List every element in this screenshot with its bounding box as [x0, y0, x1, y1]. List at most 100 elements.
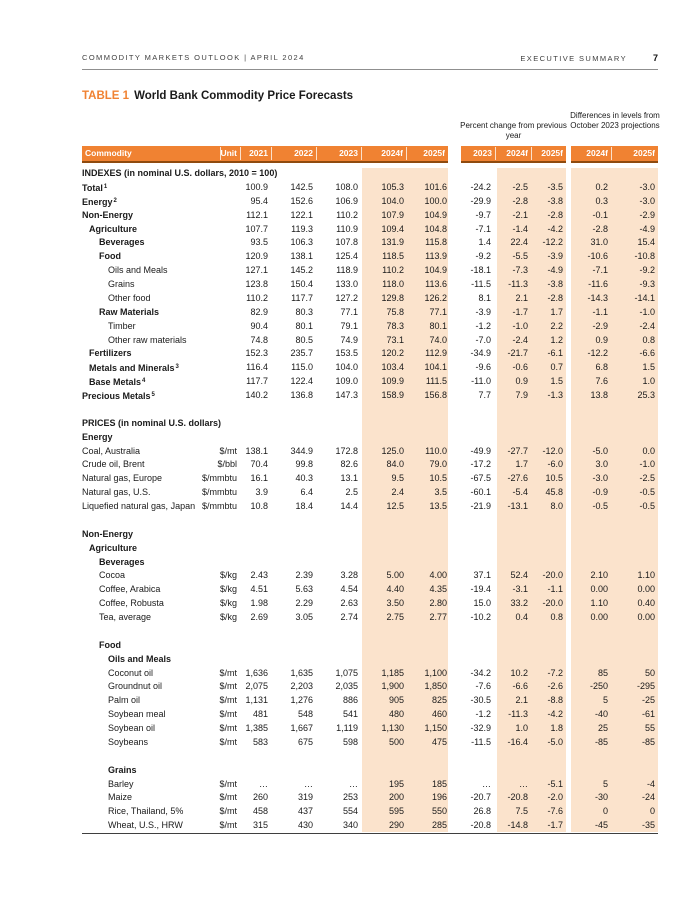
header-separator	[361, 147, 362, 160]
cell-y2024f: 3.50	[386, 598, 404, 609]
cell-pct2025f: -2.0	[547, 792, 563, 803]
section-row: Food	[82, 639, 658, 653]
cell-y2023: 110.2	[336, 209, 358, 220]
cell-y2024f: 104.0	[381, 195, 404, 206]
cell-pct2024f: -27.7	[507, 445, 528, 456]
cell-pct2023: -9.6	[475, 362, 491, 373]
cell-y2022: …	[304, 778, 313, 789]
cell-y2025f: 1,150	[424, 723, 447, 733]
cell-y2025f: 110.0	[425, 445, 447, 456]
cell-pct2025f: -20.0	[542, 598, 563, 609]
table-row: Barley $/mt … … … 195 185 … … -5.1 5 -4	[82, 778, 658, 792]
row-label: Grains	[108, 764, 137, 775]
cell-diff2024f: 2.10	[590, 570, 608, 581]
cell-pct2023: -11.5	[471, 736, 491, 747]
table-row: Grains 123.8 150.4 133.0 118.0 113.6 -11.5 -11.…	[82, 278, 658, 292]
cell-pct2024f: -16.4	[507, 736, 528, 747]
cell-pct2024f: 2.1	[515, 695, 528, 706]
cell-diff2024f: 0	[602, 806, 608, 817]
cell-y2022: 117.7	[291, 292, 313, 303]
cell-y2022: 2.29	[295, 598, 313, 609]
header-separator	[611, 147, 612, 160]
cell-y2024f: 103.4	[381, 362, 404, 373]
cell-pct2023: -1.2	[475, 709, 491, 720]
cell-diff2025f: -9.3	[639, 279, 655, 289]
row-label: Barley	[108, 778, 134, 789]
cell-pct2023: -21.9	[470, 501, 491, 511]
cell-diff2024f: -0.1	[592, 209, 608, 220]
cell-pct2023: -18.1	[470, 265, 491, 276]
cell-pct2023: -3.9	[475, 306, 491, 317]
cell-y2021: 458	[252, 806, 268, 817]
cell-pct2023: -19.4	[470, 584, 491, 595]
header-separator	[316, 147, 317, 160]
cell-pct2025f: -7.6	[547, 806, 563, 817]
cell-y2024f: 109.9	[381, 376, 404, 387]
cell-y2024f: 129.8	[381, 292, 404, 303]
cell-diff2025f: 1.5	[642, 362, 655, 373]
table-row: Raw Materials 82.9 80.3 77.1 75.8 77.1 -3.9 -1.…	[82, 306, 658, 320]
cell-y2023: 554	[342, 806, 358, 817]
cell-y2024f: 195	[388, 778, 404, 789]
cell-y2021: 260	[252, 792, 268, 803]
cell-pct2025f: -20.0	[542, 570, 563, 581]
cell-y2023: 2,035	[335, 681, 358, 692]
cell-diff2025f: -14.1	[634, 292, 655, 303]
cell-y2021: 4.51	[250, 584, 268, 595]
cell-y2021: 74.8	[250, 334, 268, 345]
cell-y2023: 77.1	[340, 306, 358, 317]
cell-unit: $/mt	[219, 723, 237, 733]
cell-y2025f: 196	[431, 792, 447, 803]
cell-y2024f: 500	[388, 736, 404, 747]
table-row: Soybeans $/mt 583 675 598 500 475 -11.5 -16.4 -5.…	[82, 736, 658, 750]
cell-y2022: 80.5	[295, 334, 313, 345]
cell-y2023: 118.9	[336, 265, 358, 276]
cell-y2023: 1,119	[336, 723, 358, 733]
cell-y2021: 10.8	[250, 501, 268, 511]
col-2024f: 2024f	[381, 148, 403, 158]
col-pct-2023: 2023	[473, 148, 492, 158]
cell-pct2023: -49.9	[470, 445, 491, 456]
cell-y2024f: 2.75	[386, 612, 404, 622]
cell-pct2023: 26.8	[473, 806, 491, 817]
cell-diff2024f: -0.5	[592, 501, 608, 511]
header-separator	[531, 147, 532, 160]
cell-diff2024f: 6.8	[595, 362, 608, 373]
section-row: Grains	[82, 764, 658, 778]
cell-y2025f: 104.9	[424, 209, 447, 220]
cell-y2021: 110.2	[246, 292, 268, 303]
cell-y2022: 106.3	[290, 237, 313, 248]
column-header-differences: 2024f 2025f	[571, 146, 658, 163]
cell-diff2024f: -10.6	[587, 251, 608, 262]
cell-pct2025f: -6.1	[547, 348, 563, 359]
cell-y2023: 598	[342, 736, 358, 747]
cell-pct2024f: -0.6	[512, 362, 528, 373]
header-separator	[220, 147, 221, 160]
header-separator	[495, 147, 496, 160]
cell-y2025f: 185	[431, 778, 447, 789]
row-label: Beverages	[99, 556, 145, 567]
cell-y2023: 109.0	[335, 376, 358, 387]
cell-y2025f: 550	[431, 806, 447, 817]
blank-row	[82, 750, 658, 764]
cell-pct2024f: 1.0	[515, 723, 528, 733]
cell-pct2024f: -11.3	[508, 709, 528, 720]
cell-y2022: 675	[297, 736, 313, 747]
cell-y2024f: 12.5	[386, 501, 404, 511]
cell-y2022: 115.0	[291, 362, 313, 373]
table-row: Oils and Meals 127.1 145.2 118.9 110.2 104.9 -…	[82, 264, 658, 278]
cell-diff2024f: -85	[594, 736, 608, 747]
cell-diff2024f: 0.00	[590, 584, 608, 595]
cell-y2025f: 13.5	[429, 501, 447, 511]
cell-diff2025f: 25.3	[637, 390, 655, 400]
row-label: Energy2	[82, 196, 117, 207]
cell-pct2025f: -8.8	[547, 695, 563, 706]
cell-diff2024f: 5	[602, 778, 608, 789]
table-row: Soybean meal $/mt 481 548 541 480 460 -1.2 -11.3…	[82, 708, 658, 722]
cell-pct2024f: 7.9	[515, 390, 528, 400]
cell-unit: $/bbl	[217, 459, 237, 470]
cell-pct2025f: 10.5	[545, 473, 563, 484]
cell-pct2023: -1.2	[475, 320, 491, 331]
cell-pct2024f: -1.0	[512, 320, 528, 331]
cell-diff2025f: 50	[644, 667, 655, 678]
